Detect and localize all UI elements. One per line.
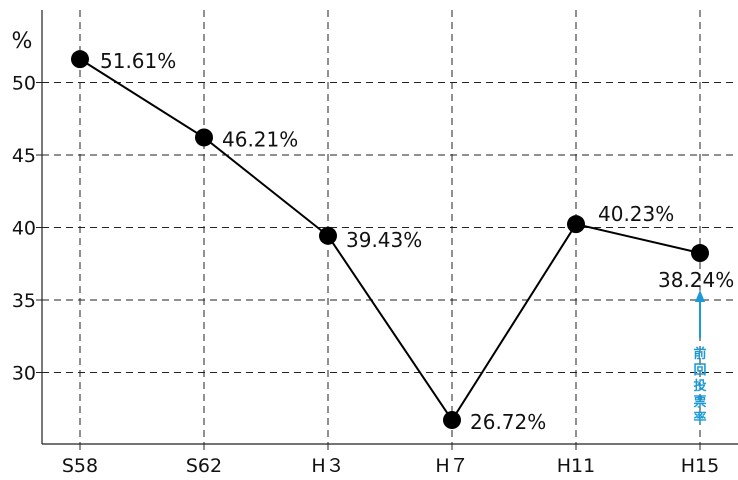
- data-point: [71, 50, 89, 69]
- y-tick-label: 35: [12, 290, 36, 312]
- x-tick-label: H15: [681, 455, 719, 477]
- data-point: [319, 226, 337, 245]
- y-tick-labels: 30 35 40 45 50: [12, 73, 36, 385]
- y-tick-label: 45: [12, 145, 36, 167]
- y-tick-label: 40: [12, 218, 36, 240]
- data-points: [71, 50, 709, 430]
- x-tick-label: H７: [435, 455, 468, 477]
- series-path: [79, 58, 701, 422]
- y-tick-label: 50: [12, 73, 36, 95]
- annotation-char: 票: [693, 394, 706, 410]
- axes: [36, 10, 738, 450]
- x-tick-label: H３: [311, 455, 344, 477]
- x-tick-label: H11: [557, 455, 595, 477]
- data-point: [691, 244, 709, 263]
- data-label: 38.24%: [658, 268, 734, 292]
- data-label: 46.21%: [222, 127, 298, 151]
- data-point: [443, 411, 461, 430]
- data-label: 51.61%: [100, 49, 176, 73]
- x-tick-label: S62: [186, 455, 222, 477]
- data-point: [195, 128, 213, 147]
- annotation-arrow-head: [695, 290, 705, 302]
- data-label: 26.72%: [470, 410, 546, 434]
- y-tick-label: 30: [12, 363, 36, 385]
- data-label: 39.43%: [346, 228, 422, 252]
- annotation-char: 回: [693, 363, 706, 378]
- annotation-char: 前: [693, 346, 706, 362]
- grid-lines: [42, 10, 738, 444]
- x-tick-labels: S58 S62 H３ H７ H11 H15: [62, 455, 719, 477]
- data-label: 40.23%: [598, 202, 674, 226]
- x-tick-label: S58: [62, 455, 98, 477]
- series-line: [79, 58, 701, 422]
- annotation-char: 率: [693, 410, 706, 426]
- y-axis-unit-label: %: [12, 29, 33, 54]
- data-labels: 51.61% 46.21% 39.43% 26.72% 40.23% 38.24%: [100, 49, 734, 434]
- data-point: [567, 215, 585, 234]
- annotation-char: 投: [693, 378, 706, 394]
